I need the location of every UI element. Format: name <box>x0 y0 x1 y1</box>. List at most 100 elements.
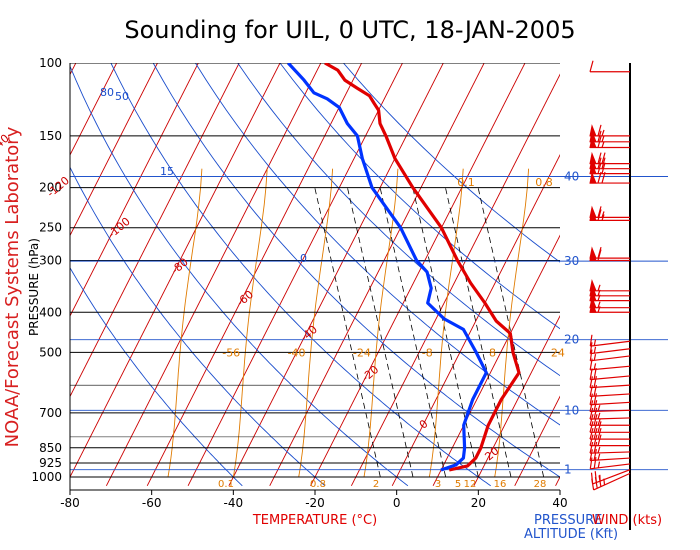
wind-barb <box>589 248 630 262</box>
mixing-ratio-label: 8 <box>489 346 496 359</box>
pressure-tick-label: 700 <box>39 406 62 420</box>
wind-barb <box>589 246 630 259</box>
x-tick-label: -40 <box>224 496 244 510</box>
isotherm-line <box>596 44 700 486</box>
mixing-ratio-label: -8 <box>422 346 433 359</box>
mixing-ratio-label: -40 <box>288 346 306 359</box>
mixing-ratio-curve <box>167 168 203 478</box>
dry-adiabat-curve <box>110 63 491 487</box>
pressure-tick-label: 1000 <box>31 470 62 484</box>
dry-adiabat-curve <box>195 63 560 426</box>
mixing-ratio-bottom-label: 28 <box>534 479 547 490</box>
wind-barb <box>589 342 631 355</box>
wind-barb <box>589 295 630 309</box>
wind-barb <box>590 469 631 485</box>
profiles-layer <box>287 63 521 472</box>
dry-adiabat-curve <box>237 63 560 377</box>
dry-adiabat-label: 80 <box>100 86 114 99</box>
dewpoint-profile <box>287 63 488 472</box>
isotherm-label: -100 <box>105 215 132 241</box>
isotherm-line <box>70 63 199 317</box>
mixing-ratio-bottom-label: 3 <box>435 479 441 490</box>
isotherm-line <box>70 63 281 478</box>
pressure-tick-label: 250 <box>39 221 62 235</box>
wind-barb <box>589 414 630 426</box>
wind-barb <box>589 60 630 73</box>
mixing-ratio-bottom-label: 2 <box>373 479 379 490</box>
dry-adiabat-label: 15 <box>160 165 174 178</box>
isotherm-line <box>391 154 560 486</box>
dry-adiabat-label: 0 <box>300 252 307 265</box>
wind-barb <box>589 376 631 389</box>
isotherm-label: -80 <box>169 255 191 277</box>
isotherm-line <box>187 63 404 486</box>
isotherm-label: -20 <box>359 363 381 385</box>
dry-adiabat-curve <box>279 63 560 330</box>
wind-barbs-layer <box>589 60 631 491</box>
pressure-tick-label: 400 <box>39 305 62 319</box>
wind-barb <box>589 407 631 420</box>
x-tick-label: -20 <box>305 496 325 510</box>
altitude-tick-label: 1 <box>564 463 572 477</box>
pressure-tick-label: 500 <box>39 345 62 359</box>
altitude-tick-label: 10 <box>564 403 579 417</box>
pressure-tick-label: 100 <box>39 56 62 70</box>
mixing-ratio-curve <box>428 168 464 478</box>
isotherm-line <box>269 63 485 486</box>
y-axis-label: PRESSURE (hPa) <box>27 238 41 336</box>
altitude-tick-label: 20 <box>564 333 579 347</box>
wind-barb <box>589 434 630 447</box>
mixing-ratio-bottom-label: 0.8 <box>310 479 326 490</box>
pressure-tick-label: 925 <box>39 456 62 470</box>
mixing-ratio-bottom-label: 5 <box>455 479 461 490</box>
isotherm-line <box>637 44 700 486</box>
wind-barb <box>589 448 631 462</box>
mixing-ratio-curve <box>494 168 530 478</box>
mixing-ratio-curve <box>298 168 334 478</box>
altitude-label: ALTITUDE (Kft) <box>524 527 618 542</box>
isotherm-line <box>432 234 560 486</box>
isotherm-line <box>350 73 560 486</box>
moist-adiabat-line <box>412 187 479 478</box>
pressure-tick-label: 200 <box>39 181 62 195</box>
wind-barb <box>589 393 631 406</box>
wind-label: WIND (kts) <box>592 513 662 528</box>
isotherm-label: -120 <box>44 174 71 200</box>
dry-adiabat-curve <box>70 166 326 487</box>
side-label: NOAA/Forecast Systems Laboratory <box>2 126 23 447</box>
wind-barb <box>589 205 630 218</box>
pressure-tick-label: 850 <box>39 441 62 455</box>
isotherm-line <box>514 395 560 486</box>
x-axis-label: TEMPERATURE (°C) <box>252 513 377 528</box>
mixing-ratio-bottom-label: 16 <box>494 479 507 490</box>
mixing-ratio-bottom-label: 12 <box>464 479 477 490</box>
pressure-tick-label: 300 <box>39 254 62 268</box>
wind-barb <box>589 427 630 440</box>
mixing-ratio-label: -56 <box>222 346 240 359</box>
mixing-ratio-label: -24 <box>353 346 371 359</box>
x-tick-label: -60 <box>142 496 162 510</box>
wind-barb <box>589 349 631 362</box>
wind-barb <box>589 334 631 347</box>
isotherm-label: -140 <box>0 132 12 158</box>
dry-adiabat-label: 50 <box>115 90 129 103</box>
isotherm-line <box>70 63 118 156</box>
pressure-label: PRESSURE <box>534 513 602 528</box>
isotherm-label: -40 <box>298 323 320 345</box>
x-tick-label: -80 <box>60 496 80 510</box>
grid-layer <box>70 44 700 487</box>
mixing-ratio-curve <box>232 168 268 478</box>
axes-layer <box>69 63 668 530</box>
mixing-ratio-top-label: 0.8 <box>535 176 553 189</box>
isotherm-line <box>105 63 322 486</box>
temperature-profile <box>324 63 521 472</box>
dry-adiabat-curve <box>343 63 560 263</box>
dry-adiabat-curve <box>152 63 560 478</box>
wind-barb <box>589 279 630 292</box>
mixing-ratio-bottom-label: 0.1 <box>218 479 234 490</box>
x-tick-label: 0 <box>393 496 401 510</box>
isotherm-line <box>70 63 240 398</box>
mixing-ratio-top-label: 0.1 <box>457 176 475 189</box>
